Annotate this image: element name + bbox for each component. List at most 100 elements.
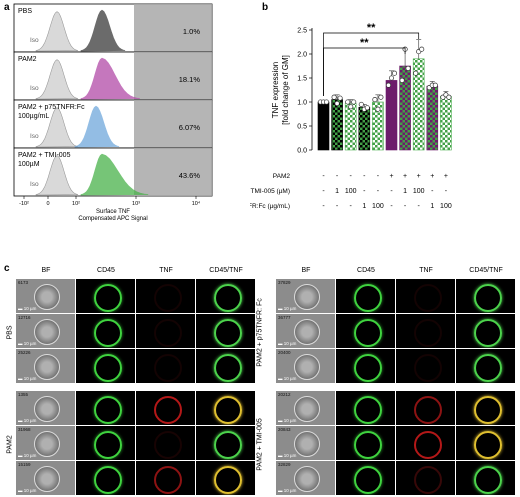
scale-bar: ▬ 10 µm bbox=[18, 488, 37, 493]
column-header: TNF bbox=[419, 267, 433, 274]
x-axis-label: Surface TNF bbox=[96, 209, 130, 215]
cell-id: 36777 bbox=[278, 315, 291, 320]
gate-region bbox=[134, 100, 212, 148]
cell-shape bbox=[153, 319, 182, 347]
y-axis-label-2: [fold change of GM] bbox=[281, 55, 290, 125]
scale-bar: ▬ 10 µm bbox=[278, 453, 297, 458]
cell-shape bbox=[33, 319, 60, 345]
panel-b-letter: b bbox=[262, 2, 269, 13]
cell-shape bbox=[353, 319, 382, 347]
tnf-image bbox=[136, 461, 195, 495]
cell-shape bbox=[353, 396, 382, 424]
cell-id: 15159 bbox=[18, 462, 31, 467]
cell-shape bbox=[153, 396, 182, 424]
tnf-image bbox=[396, 426, 455, 460]
cell-shape bbox=[293, 284, 320, 310]
cell-shape bbox=[473, 466, 502, 494]
flow-row-sublabel: 100µg/mL bbox=[18, 113, 49, 120]
cell-shape bbox=[353, 431, 382, 459]
cell-id: 20212 bbox=[278, 392, 291, 397]
cell-id: 1355 bbox=[18, 392, 29, 397]
sample-histogram bbox=[80, 57, 140, 100]
iso-histogram bbox=[35, 107, 79, 148]
brightfield-image: 32829 ▬ 10 µm bbox=[276, 461, 335, 495]
data-point bbox=[375, 106, 381, 112]
cd45-image bbox=[76, 391, 135, 425]
cd45-image bbox=[76, 279, 135, 313]
condition-value: 100 bbox=[440, 203, 452, 210]
merge-image bbox=[456, 349, 515, 383]
merge-image bbox=[196, 426, 255, 460]
cd45-image bbox=[336, 349, 395, 383]
condition-value: + bbox=[444, 173, 448, 180]
condition-value: + bbox=[417, 173, 421, 180]
x-tick-label: 0 bbox=[46, 201, 49, 207]
gate-percentage: 1.0% bbox=[183, 27, 200, 36]
cell-shape bbox=[93, 284, 122, 312]
tnf-image bbox=[396, 391, 455, 425]
scale-bar: ▬ 10 µm bbox=[278, 306, 297, 311]
brightfield-image: 37829 ▬ 10 µm bbox=[276, 279, 335, 313]
cell-shape bbox=[33, 431, 60, 457]
x-tick-label: 10³ bbox=[132, 201, 140, 207]
y-tick-label: 0.0 bbox=[297, 148, 307, 155]
cell-shape bbox=[473, 431, 502, 459]
condition-value: - bbox=[431, 188, 434, 195]
tnf-image bbox=[136, 314, 195, 348]
brightfield-image: 1355 ▬ 10 µm bbox=[16, 391, 75, 425]
cell-shape bbox=[473, 319, 502, 347]
scale-bar: ▬ 10 µm bbox=[278, 418, 297, 423]
condition-value: - bbox=[322, 203, 325, 210]
group-label: PAM2 bbox=[6, 435, 14, 454]
cell-shape bbox=[413, 319, 442, 347]
brightfield-image: 36777 ▬ 10 µm bbox=[276, 314, 335, 348]
condition-value: 1 bbox=[430, 203, 434, 210]
significance-stars: ** bbox=[360, 37, 369, 49]
data-point bbox=[364, 105, 370, 111]
condition-value: 1 bbox=[403, 188, 407, 195]
cell-shape bbox=[93, 319, 122, 347]
condition-row-label: PAM2 bbox=[273, 173, 291, 180]
y-tick-label: 0.5 bbox=[297, 124, 307, 131]
brightfield-image: 20400 ▬ 10 µm bbox=[276, 349, 335, 383]
iso-label: Iso bbox=[30, 85, 39, 92]
cell-shape bbox=[473, 354, 502, 382]
cell-shape bbox=[213, 354, 242, 382]
tnf-image bbox=[136, 279, 195, 313]
y-axis-label: TNF expression bbox=[271, 62, 280, 118]
scale-bar: ▬ 10 µm bbox=[278, 488, 297, 493]
iso-label: Iso bbox=[30, 133, 39, 140]
condition-value: + bbox=[430, 173, 434, 180]
iso-histogram bbox=[35, 11, 79, 52]
data-point bbox=[358, 101, 364, 107]
brightfield-image: 20843 ▬ 10 µm bbox=[276, 426, 335, 460]
cell-shape bbox=[353, 284, 382, 312]
merge-image bbox=[196, 279, 255, 313]
cell-shape bbox=[93, 431, 122, 459]
column-header: BF bbox=[301, 267, 311, 274]
iso-histogram bbox=[35, 59, 79, 100]
gate-percentage: 6.07% bbox=[179, 123, 201, 132]
cell-shape bbox=[213, 466, 242, 494]
iso-histogram bbox=[35, 155, 79, 196]
panel-c-letter: c bbox=[4, 263, 10, 274]
tnf-image bbox=[396, 461, 455, 495]
cd45-image bbox=[76, 461, 135, 495]
condition-value: - bbox=[377, 173, 380, 180]
cell-shape bbox=[153, 354, 182, 382]
cell-shape bbox=[413, 284, 442, 312]
tnf-image bbox=[396, 349, 455, 383]
brightfield-image: 12716 ▬ 10 µm bbox=[16, 314, 75, 348]
cell-shape bbox=[353, 466, 382, 494]
significance-stars: ** bbox=[367, 22, 376, 34]
condition-value: - bbox=[404, 203, 407, 210]
cell-shape bbox=[33, 354, 60, 380]
brightfield-image: 6173 ▬ 10 µm bbox=[16, 279, 75, 313]
cell-shape bbox=[213, 284, 242, 312]
cell-id: 6173 bbox=[18, 280, 29, 285]
cell-shape bbox=[293, 354, 320, 380]
tnf-image bbox=[136, 349, 195, 383]
scale-bar: ▬ 10 µm bbox=[18, 453, 37, 458]
brightfield-image: 31968 ▬ 10 µm bbox=[16, 426, 75, 460]
cell-id: 20843 bbox=[278, 427, 291, 432]
